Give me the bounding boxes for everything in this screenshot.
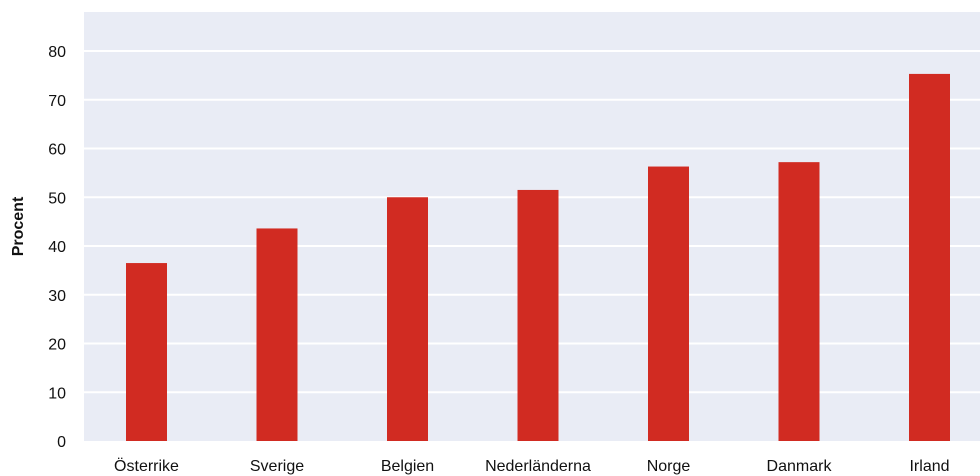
y-tick-label: 10	[48, 385, 66, 402]
y-tick-label: 40	[48, 239, 66, 256]
y-tick-label: 50	[48, 190, 66, 207]
x-tick-label: Belgien	[381, 458, 434, 475]
y-axis-label: Procent	[10, 196, 27, 256]
x-tick-label: Irland	[909, 458, 949, 475]
bar	[778, 162, 820, 441]
y-tick-label: 0	[57, 434, 66, 451]
y-axis-ticks: 0 10 20 30 40 50 60 70 80	[48, 44, 66, 451]
y-tick-label: 60	[48, 142, 66, 159]
y-tick-label: 20	[48, 337, 66, 354]
x-tick-label: Nederländerna	[485, 458, 591, 475]
bar	[517, 189, 559, 441]
bar	[126, 263, 167, 441]
x-axis-ticks: Österrike Sverige Belgien Nederländerna Norg…	[114, 457, 949, 475]
y-tick-label: 30	[48, 288, 66, 305]
bar	[648, 166, 689, 441]
y-tick-label: 70	[48, 93, 66, 110]
y-tick-label: 80	[48, 44, 66, 61]
bars	[126, 73, 950, 441]
x-tick-label: Danmark	[767, 458, 833, 475]
bar	[387, 197, 428, 441]
bar	[909, 73, 950, 441]
x-tick-label: Norge	[647, 458, 691, 475]
x-tick-label: Österrike	[114, 457, 179, 475]
bar	[256, 228, 298, 441]
x-tick-label: Sverige	[250, 458, 304, 475]
